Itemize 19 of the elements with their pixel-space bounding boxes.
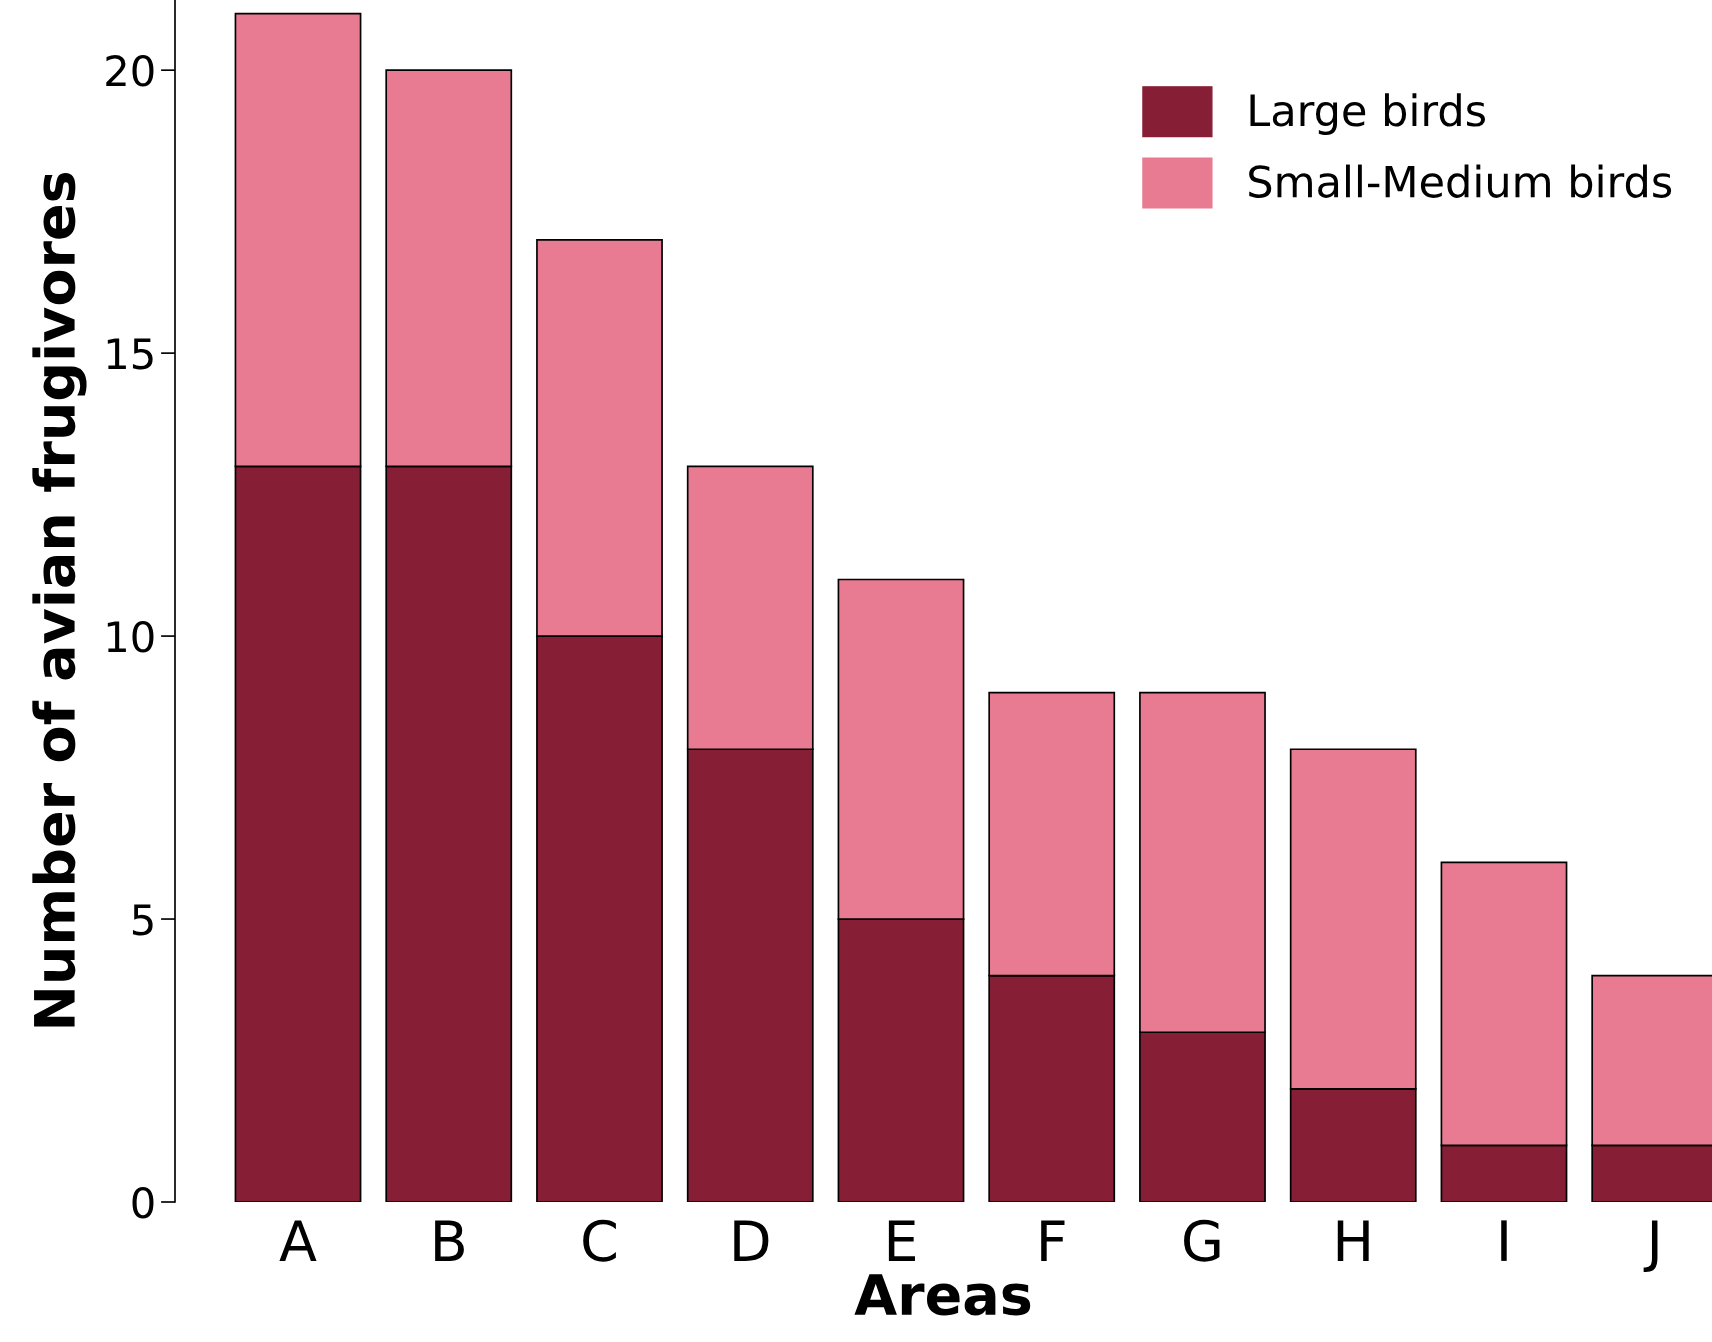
- x-tick-label: J: [1643, 1220, 1658, 1272]
- y-tick-label: 10: [107, 620, 154, 653]
- y-tick-label: 15: [107, 338, 153, 370]
- x-tick-label: I: [1501, 1220, 1507, 1261]
- x-tick-label: H: [1337, 1220, 1369, 1261]
- x-tick-label: F: [1041, 1220, 1065, 1261]
- x-axis-title: Areas: [854, 1274, 1031, 1316]
- legend-label: Large birds: [1250, 93, 1486, 135]
- y-axis-title: Number of avian frugivores: [32, 172, 87, 1027]
- x-tick-label: B: [435, 1220, 464, 1261]
- x-tick-label: C: [583, 1219, 616, 1262]
- x-tick-label: G: [1184, 1219, 1220, 1262]
- x-tick-label: E: [888, 1220, 915, 1261]
- legend-label: Small-Medium birds: [1249, 164, 1672, 198]
- x-tick-label: D: [734, 1220, 769, 1261]
- x-tick-label: A: [279, 1220, 317, 1261]
- y-tick-label: 0: [132, 1186, 154, 1219]
- y-tick-label: 5: [132, 904, 153, 936]
- y-tick-label: 20: [106, 55, 154, 87]
